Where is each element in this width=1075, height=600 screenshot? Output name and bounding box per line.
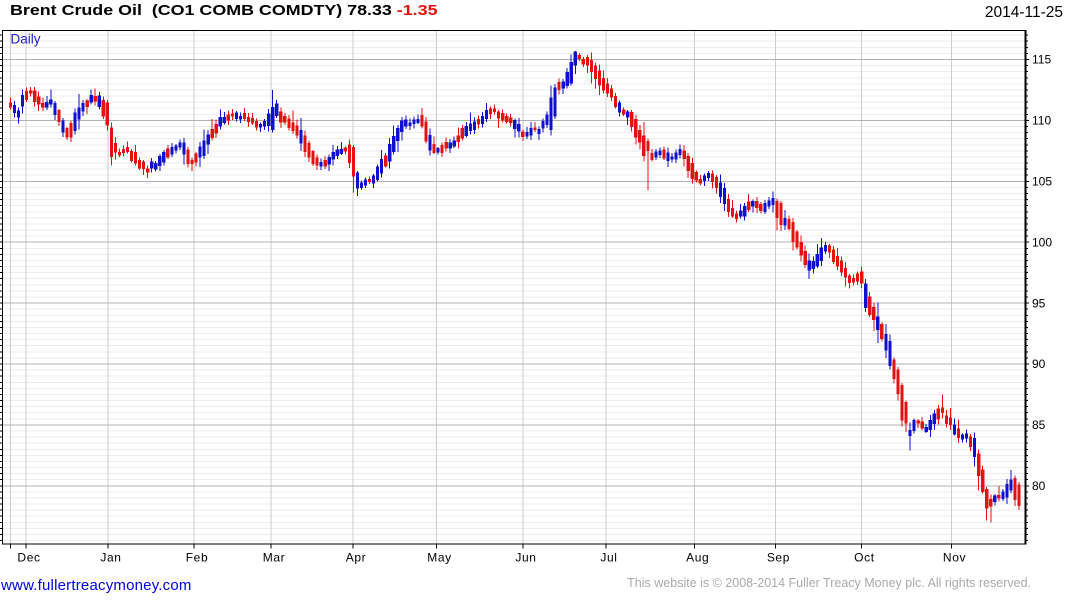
svg-text:80: 80 (1032, 479, 1046, 493)
svg-text:Jul: Jul (600, 550, 617, 564)
svg-text:Oct: Oct (854, 550, 875, 564)
svg-text:Aug: Aug (686, 550, 709, 564)
svg-text:Jan: Jan (100, 550, 121, 564)
svg-text:95: 95 (1032, 296, 1046, 310)
svg-text:110: 110 (1032, 114, 1051, 128)
svg-text:Apr: Apr (346, 550, 366, 564)
svg-text:90: 90 (1032, 357, 1046, 371)
svg-text:Mar: Mar (263, 550, 285, 564)
svg-text:Jun: Jun (515, 550, 536, 564)
svg-text:105: 105 (1032, 175, 1052, 189)
svg-text:Daily: Daily (11, 32, 41, 47)
svg-text:Feb: Feb (186, 550, 208, 564)
svg-text:85: 85 (1032, 418, 1046, 432)
svg-text:Sep: Sep (767, 550, 790, 564)
svg-text:Nov: Nov (943, 550, 966, 564)
svg-text:May: May (427, 550, 451, 564)
svg-text:Dec: Dec (17, 550, 40, 564)
svg-text:115: 115 (1032, 53, 1051, 67)
svg-text:100: 100 (1032, 235, 1052, 249)
